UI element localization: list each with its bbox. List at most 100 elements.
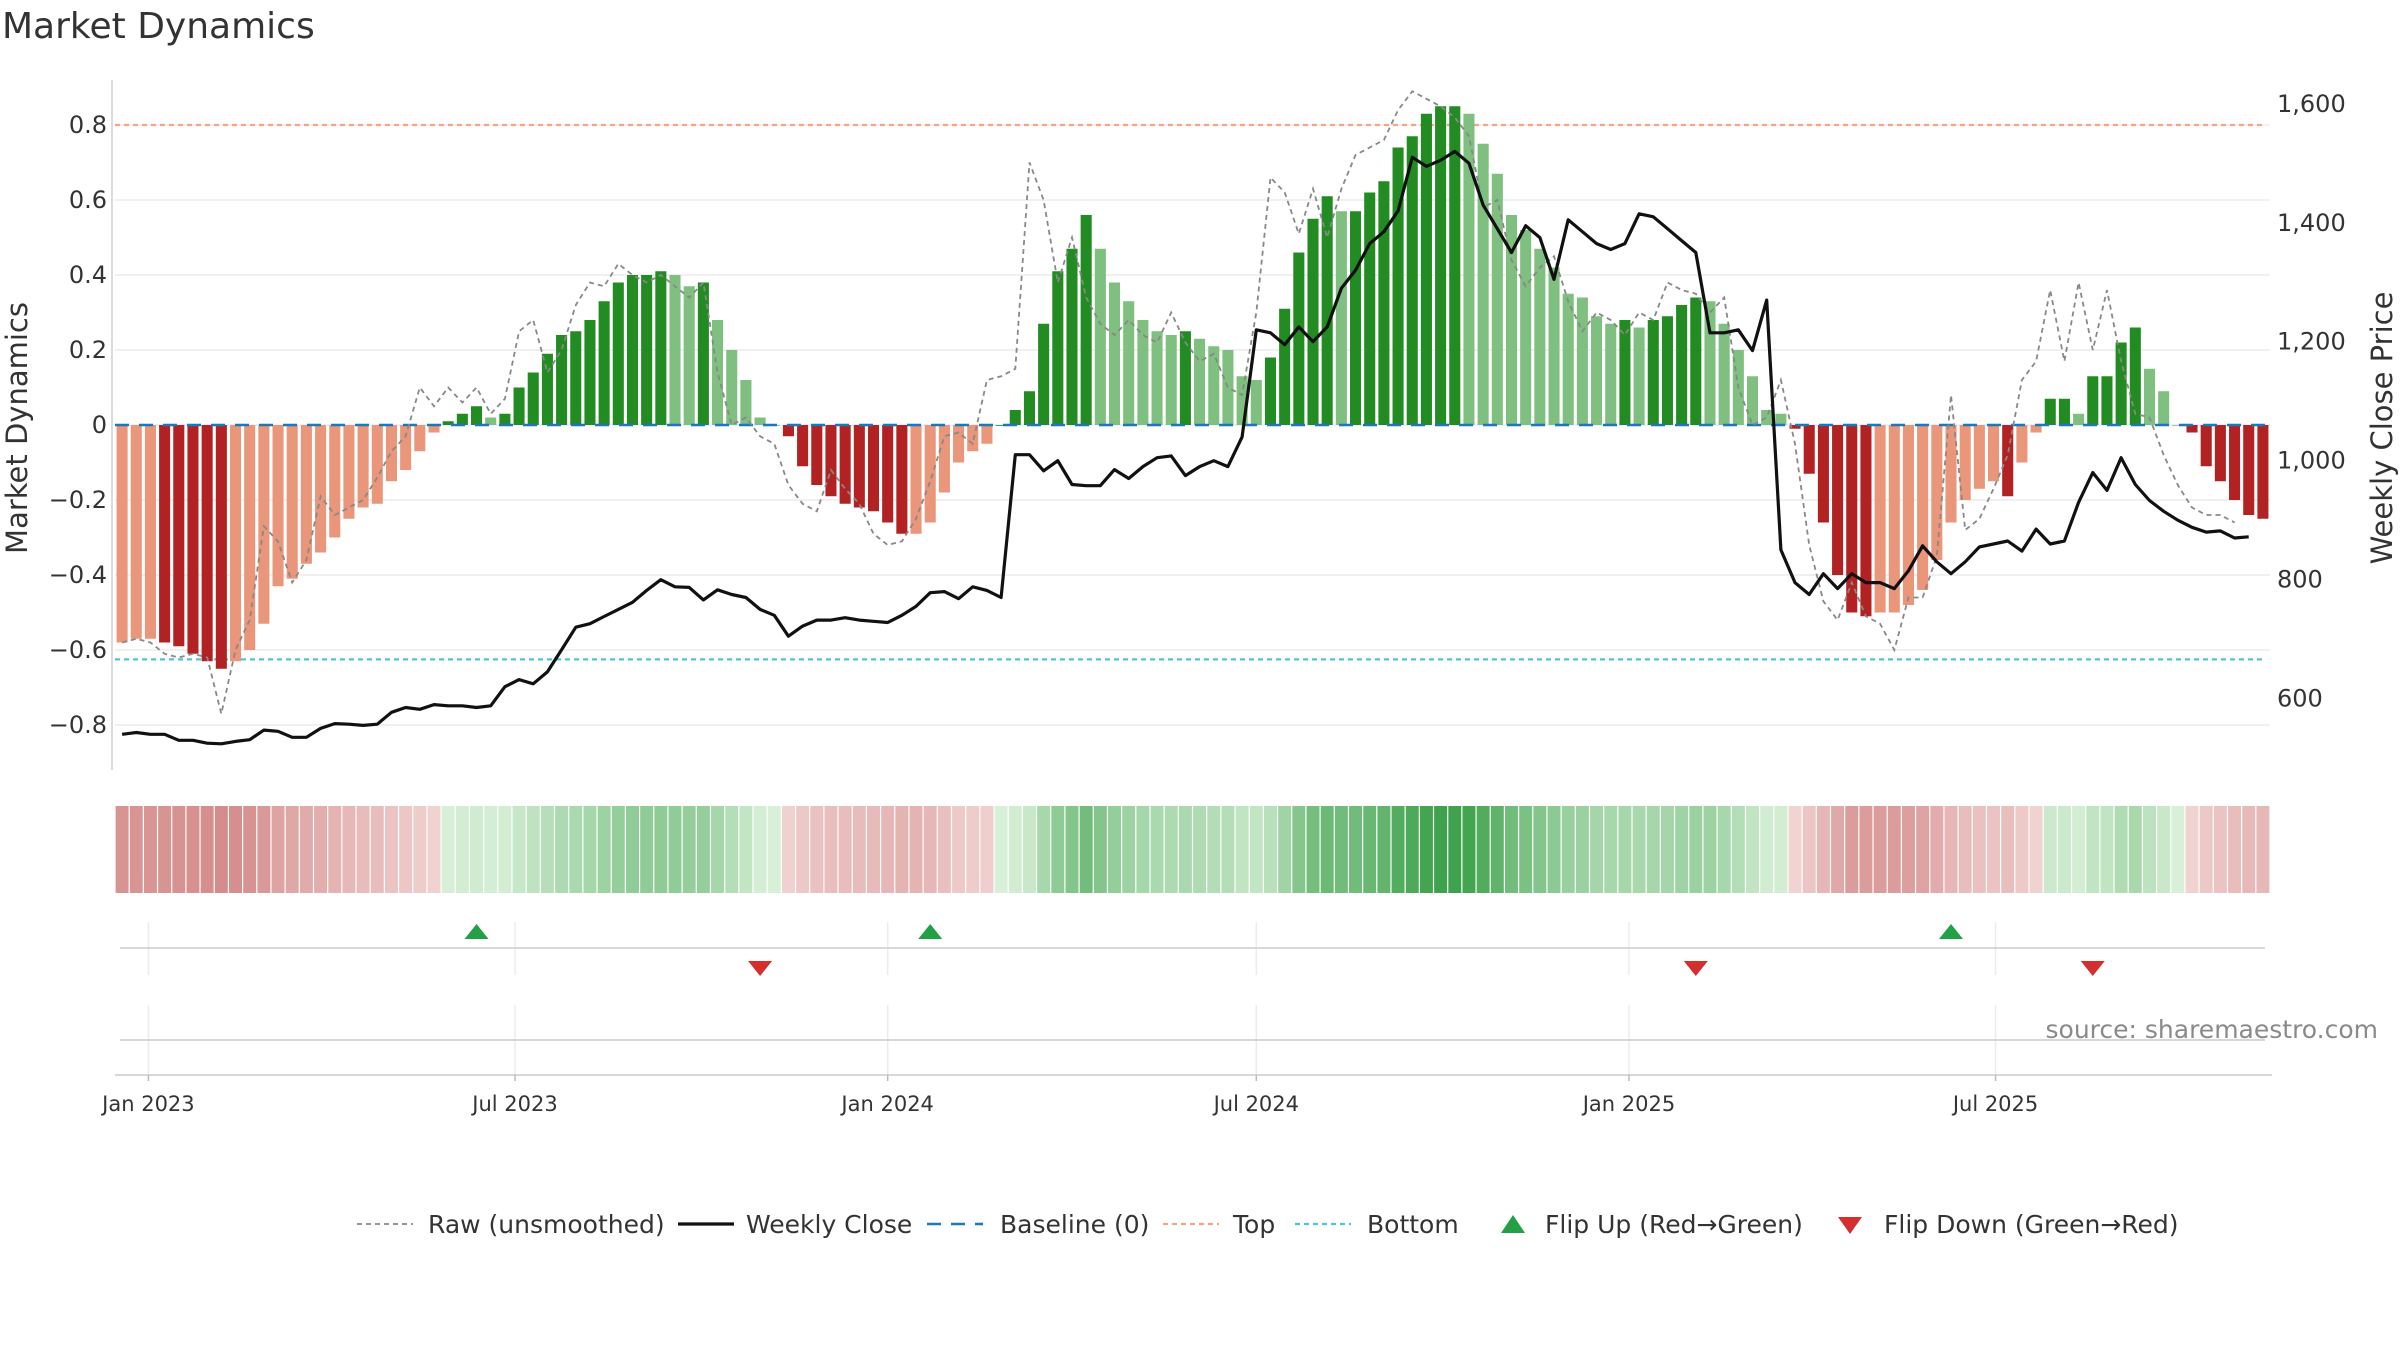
bar — [1250, 380, 1262, 425]
bar — [1661, 316, 1673, 425]
strip-cell — [1987, 806, 2001, 893]
bar — [371, 425, 383, 504]
strip-cell — [271, 806, 285, 893]
strip-cell — [1207, 806, 1221, 893]
strip-cell — [1462, 806, 1476, 893]
strip-cell — [1476, 806, 1490, 893]
bar — [825, 425, 837, 497]
bar — [1888, 425, 1900, 613]
bar — [655, 271, 667, 425]
strip-cell — [838, 806, 852, 893]
bar — [1846, 425, 1858, 613]
bar — [2214, 425, 2226, 482]
strip-cell — [484, 806, 498, 893]
strip-cell — [2157, 806, 2171, 893]
strip-cell — [1235, 806, 1249, 893]
strip-cell — [1448, 806, 1462, 893]
strip-cell — [1816, 806, 1830, 893]
legend-swatch — [1501, 1215, 1525, 1233]
strip-cell — [1249, 806, 1263, 893]
bar — [201, 425, 213, 662]
bar — [1874, 425, 1886, 613]
bar — [1321, 196, 1333, 425]
strip-cell — [512, 806, 526, 893]
bar — [1038, 323, 1050, 425]
strip-cell — [1901, 806, 1915, 893]
strip-cell — [1377, 806, 1391, 893]
strip-cell — [1746, 806, 1760, 893]
bar — [1350, 211, 1362, 425]
y2-tick-label: 1,600 — [2277, 90, 2346, 118]
bar — [1775, 413, 1787, 425]
strip-cell — [314, 806, 328, 893]
strip-cell — [668, 806, 682, 893]
strip-cell — [1689, 806, 1703, 893]
strip-cell — [1263, 806, 1277, 893]
bar — [1009, 410, 1021, 425]
bar — [1973, 425, 1985, 489]
bar — [953, 425, 965, 463]
strip-cell — [1122, 806, 1136, 893]
legend-label: Top — [1232, 1210, 1275, 1239]
strip-cell — [285, 806, 299, 893]
legend-item: Weekly Close — [678, 1210, 912, 1239]
bar — [1817, 425, 1829, 523]
flip-down-marker — [2080, 961, 2105, 976]
strip-cell — [2199, 806, 2213, 893]
strip-cell — [881, 806, 895, 893]
bar — [882, 425, 894, 523]
bar — [2058, 398, 2070, 425]
bar — [499, 413, 511, 425]
bar — [1619, 320, 1631, 425]
bar — [1591, 316, 1603, 425]
strip-cell — [1164, 806, 1178, 893]
bar — [839, 425, 851, 504]
bar — [1988, 425, 2000, 482]
strip-cell — [1505, 806, 1518, 893]
strip-cell — [2242, 806, 2256, 893]
bar — [1803, 425, 1815, 474]
strip-cell — [796, 806, 810, 893]
strip-cell — [498, 806, 512, 893]
bar — [1335, 211, 1347, 425]
bar — [1505, 215, 1518, 425]
strip-cell — [1278, 806, 1292, 893]
source-credit: source: sharemaestro.com — [2045, 1015, 2379, 1044]
y-tick-label: 0 — [92, 411, 107, 439]
x-tick-label: Jul 2023 — [470, 1092, 557, 1116]
strip-cell — [725, 806, 739, 893]
strip-cell — [994, 806, 1008, 893]
strip-cell — [923, 806, 937, 893]
bar — [1066, 248, 1078, 425]
bar — [442, 421, 454, 425]
raw-line — [121, 90, 2236, 715]
strip-cell — [1590, 806, 1604, 893]
bar — [811, 425, 823, 485]
bar — [2172, 425, 2184, 426]
legend-label: Flip Up (Red→Green) — [1545, 1210, 1803, 1239]
bar — [570, 331, 582, 425]
bar — [144, 425, 156, 639]
bar — [1477, 143, 1489, 425]
bar — [641, 275, 653, 425]
bar — [2257, 425, 2269, 519]
bars — [116, 106, 2269, 669]
strip-cell — [1972, 806, 1986, 893]
strip-cell — [1022, 806, 1036, 893]
strip-cell — [711, 806, 725, 893]
legend-item: Raw (unsmoothed) — [357, 1210, 665, 1239]
strip-cell — [2100, 806, 2114, 893]
bar — [1647, 320, 1659, 425]
strip-cell — [597, 806, 611, 893]
strip-cell — [399, 806, 413, 893]
bar — [1718, 323, 1730, 425]
strip-cell — [1349, 806, 1363, 893]
strip-cell — [1646, 806, 1660, 893]
x-tick-label: Jul 2025 — [1951, 1092, 2038, 1116]
legend-label: Raw (unsmoothed) — [428, 1210, 665, 1239]
strip-cell — [2015, 806, 2029, 893]
strip-cell — [427, 806, 441, 893]
strip-cell — [781, 806, 795, 893]
strip-cell — [1873, 806, 1887, 893]
strip-cell — [1604, 806, 1618, 893]
